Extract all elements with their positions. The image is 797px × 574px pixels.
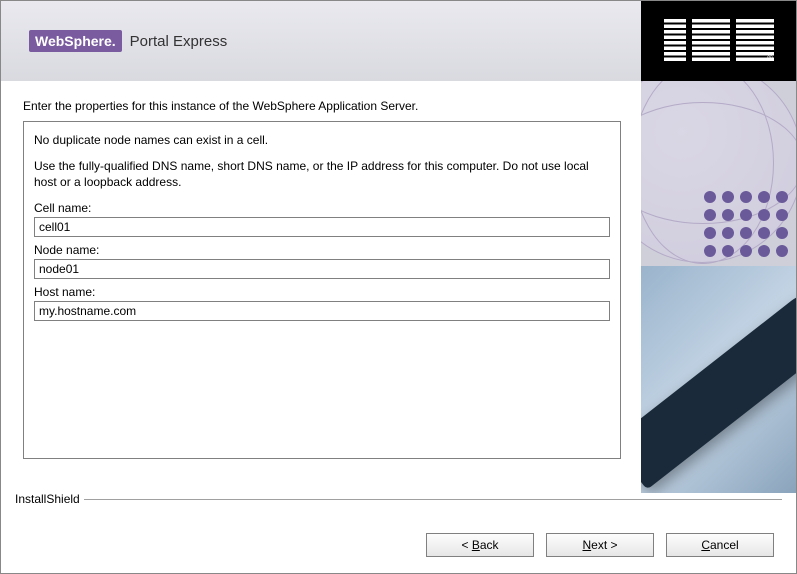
cell-name-input[interactable] [34,217,610,237]
brand-badge: WebSphere. [29,30,122,52]
footer-divider [15,499,782,500]
header-right: ® [641,1,796,81]
node-name-input[interactable] [34,259,610,279]
installshield-label: InstallShield [15,492,84,506]
next-button[interactable]: Next > [546,533,654,557]
main-content: Enter the properties for this instance o… [1,81,641,493]
body: Enter the properties for this instance o… [1,81,796,493]
host-name-label: Host name: [34,285,610,299]
cancel-button[interactable]: Cancel [666,533,774,557]
globe-pane [641,81,796,266]
side-graphic [641,81,796,493]
form-panel: No duplicate node names can exist in a c… [23,121,621,459]
abstract-pane [641,266,796,493]
dot-grid-icon [704,191,788,259]
brand-subtitle: Portal Express [130,33,228,50]
back-button[interactable]: < Back [426,533,534,557]
host-name-input[interactable] [34,301,610,321]
installer-window: WebSphere. Portal Express [0,0,797,574]
brush-stroke-icon [641,282,796,489]
header: WebSphere. Portal Express [1,1,796,81]
header-left: WebSphere. Portal Express [1,1,641,81]
instruction-text: Enter the properties for this instance o… [23,99,641,113]
note-duplicate: No duplicate node names can exist in a c… [34,132,610,148]
ibm-logo-icon: ® [664,19,774,63]
footer: InstallShield < Back Next > Cancel [1,493,796,573]
note-dns: Use the fully-qualified DNS name, short … [34,158,610,190]
svg-text:®: ® [767,54,773,63]
cell-name-label: Cell name: [34,201,610,215]
node-name-label: Node name: [34,243,610,257]
wizard-button-row: < Back Next > Cancel [426,533,774,557]
